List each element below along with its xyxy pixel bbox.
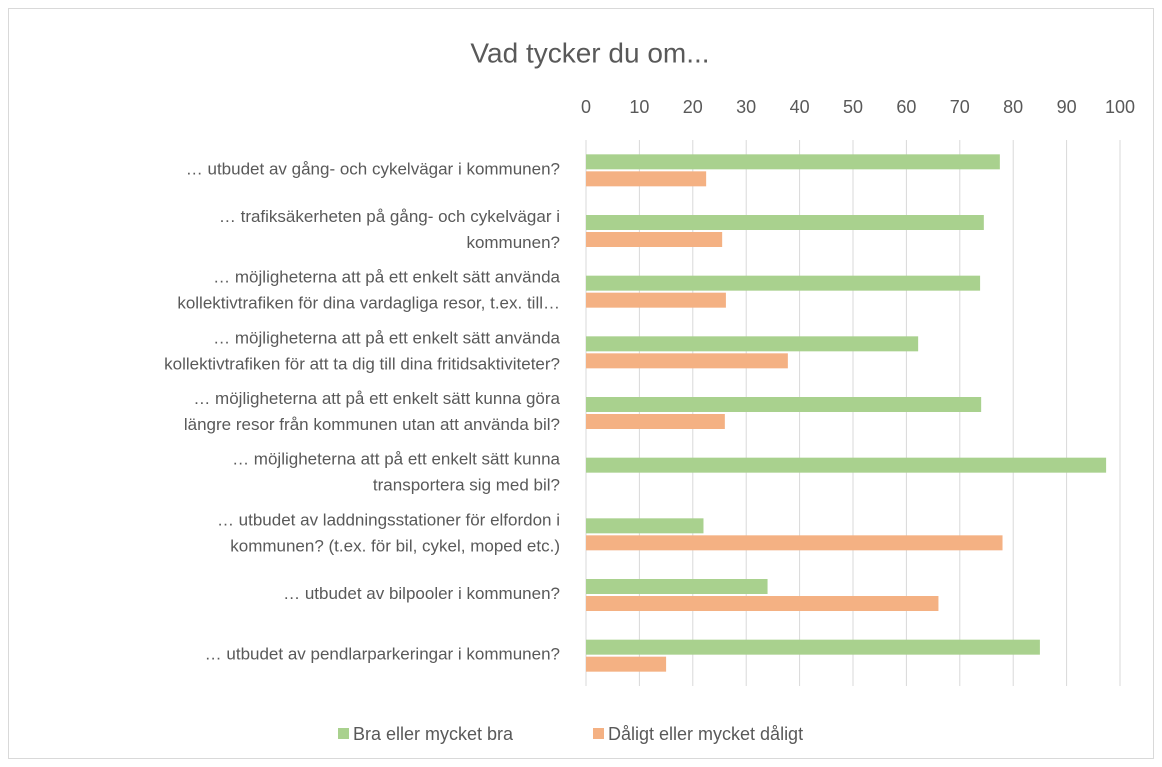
bar [586,292,726,308]
x-tick-label: 30 [736,97,756,117]
y-tick-label-line: kollektivtrafiken för dina vardagliga re… [177,294,560,313]
y-tick-label-line: kommunen? [466,233,560,252]
y-tick-label: … utbudet av gång- och cykelvägar i komm… [186,160,560,179]
y-tick-label-line: … utbudet av bilpooler i kommunen? [283,584,560,603]
y-tick-label-line: kommunen? (t.ex. för bil, cykel, moped e… [230,537,560,556]
bar [586,414,725,429]
bar [586,275,981,291]
y-tick-label: … utbudet av bilpooler i kommunen? [283,584,560,603]
bar [586,579,768,594]
bar [586,154,1000,170]
y-tick-label: … utbudet av laddningsstationer för elfo… [217,511,560,556]
x-tick-label: 20 [683,97,703,117]
bar [586,656,667,672]
x-tick-label: 100 [1105,97,1135,117]
y-tick-label-line: … möjligheterna att på ett enkelt sätt k… [193,389,560,408]
bar [586,397,982,412]
y-tick-label-line: … möjligheterna att på ett enkelt sätt a… [213,268,560,287]
x-tick-label: 80 [1003,97,1023,117]
x-tick-label: 70 [950,97,970,117]
x-tick-label: 40 [790,97,810,117]
bar [586,535,1003,551]
y-tick-label-line: … möjligheterna att på ett enkelt sätt k… [232,450,560,469]
chart-title: Vad tycker du om... [470,37,709,68]
y-tick-label: … möjligheterna att på ett enkelt sätt k… [184,389,561,434]
bar [586,232,723,247]
y-tick-label-line: … utbudet av pendlarparkeringar i kommun… [205,645,560,664]
bar [586,596,939,611]
bar [586,457,1107,473]
y-tick-label: … möjligheterna att på ett enkelt sätt a… [177,268,560,313]
legend-swatch [593,728,604,739]
legend-label: Bra eller mycket bra [353,724,514,744]
bar [586,639,1040,655]
y-tick-label-line: … möjligheterna att på ett enkelt sätt a… [213,329,560,348]
bar [586,336,919,352]
x-tick-label: 90 [1057,97,1077,117]
x-tick-label: 60 [896,97,916,117]
x-tick-label: 0 [581,97,591,117]
bar [586,215,984,230]
y-tick-label: … trafiksäkerheten på gång- och cykelväg… [219,207,560,252]
x-tick-label: 50 [843,97,863,117]
bar [586,171,707,187]
bar [586,518,704,534]
y-tick-label-line: … trafiksäkerheten på gång- och cykelväg… [219,207,560,226]
y-tick-label: … utbudet av pendlarparkeringar i kommun… [205,645,560,664]
y-tick-label-line: kollektivtrafiken för att ta dig till di… [164,355,560,374]
chart-frame [8,8,1154,759]
y-tick-label: … möjligheterna att på ett enkelt sätt a… [164,329,560,374]
x-tick-label: 10 [629,97,649,117]
y-tick-label-line: transportera sig med bil? [373,476,560,495]
y-tick-label-line: … utbudet av gång- och cykelvägar i komm… [186,160,560,179]
y-tick-label-line: längre resor från kommunen utan att anvä… [184,415,560,434]
y-tick-label-line: … utbudet av laddningsstationer för elfo… [217,511,560,530]
y-tick-label: … möjligheterna att på ett enkelt sätt k… [232,450,560,495]
bar [586,353,788,369]
legend-label: Dåligt eller mycket dåligt [608,724,803,744]
legend-swatch [338,728,349,739]
